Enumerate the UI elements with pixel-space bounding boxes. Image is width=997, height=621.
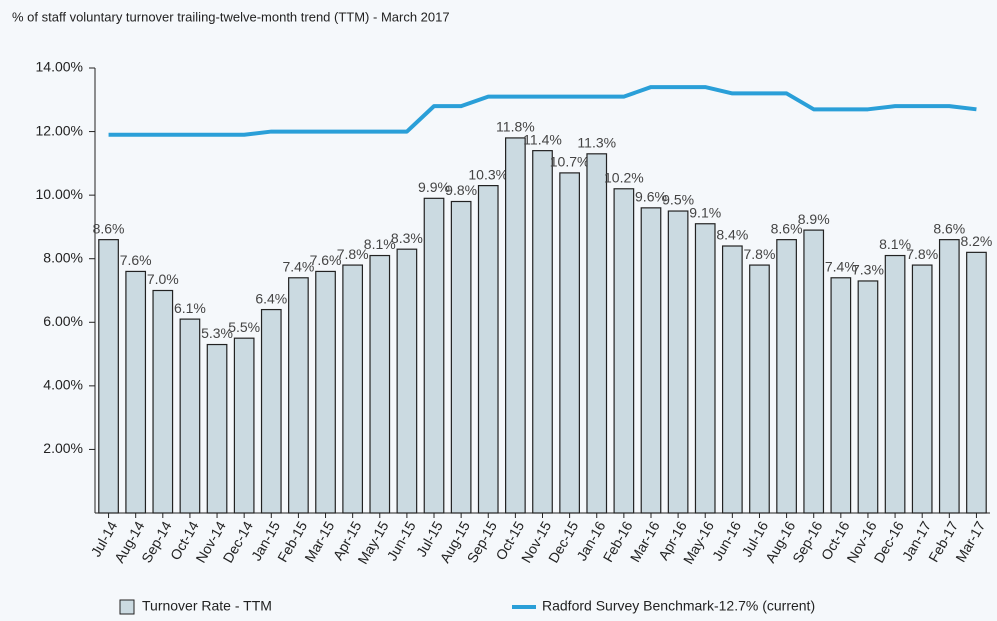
value-label: 7.6% xyxy=(310,252,342,268)
bar xyxy=(966,251,987,514)
bar xyxy=(586,153,608,514)
y-tick-label: 10.00% xyxy=(36,186,83,202)
value-label: 8.6% xyxy=(771,220,803,236)
legend-label: Turnover Rate - TTM xyxy=(142,598,272,614)
value-label: 9.8% xyxy=(445,182,477,198)
bar xyxy=(911,264,933,514)
y-tick-label: 4.00% xyxy=(43,377,83,393)
value-label: 9.1% xyxy=(689,204,721,220)
value-label: 11.4% xyxy=(523,131,562,147)
value-label: 9.6% xyxy=(635,189,667,205)
benchmark-line xyxy=(108,85,977,137)
bar xyxy=(857,280,879,514)
value-label: 8.2% xyxy=(960,233,992,249)
y-tick-label: 14.00% xyxy=(36,59,83,75)
bar xyxy=(532,150,553,514)
y-tick-label: 8.00% xyxy=(43,249,83,265)
y-tick-label: 6.00% xyxy=(43,313,83,329)
chart-title: % of staff voluntary turnover trailing-t… xyxy=(12,9,450,24)
y-tick-label: 12.00% xyxy=(36,122,83,138)
value-label: 10.3% xyxy=(468,166,508,182)
value-label: 11.3% xyxy=(577,135,616,151)
bar xyxy=(450,200,472,514)
bar xyxy=(342,264,364,514)
value-label: 7.6% xyxy=(120,252,152,268)
legend-label: Radford Survey Benchmark-12.7% (current) xyxy=(542,598,815,614)
bar xyxy=(776,239,797,514)
value-label: 8.1% xyxy=(364,236,396,252)
value-label: 11.8% xyxy=(496,119,535,135)
value-label: 10.2% xyxy=(604,169,644,185)
bar xyxy=(98,239,119,514)
value-label: 7.8% xyxy=(906,246,938,262)
value-label: 6.1% xyxy=(174,300,206,316)
value-label: 7.8% xyxy=(744,246,776,262)
bar xyxy=(938,239,960,514)
value-label: 7.8% xyxy=(337,246,369,262)
bar xyxy=(179,318,201,514)
bar xyxy=(315,270,336,514)
bar xyxy=(125,270,147,514)
value-label: 7.4% xyxy=(825,258,857,274)
bar xyxy=(640,207,662,514)
value-label: 5.5% xyxy=(228,319,260,335)
value-label: 9.9% xyxy=(418,179,450,195)
value-label: 8.6% xyxy=(933,220,965,236)
value-label: 9.5% xyxy=(662,192,694,208)
value-label: 8.4% xyxy=(716,227,748,243)
y-tick-label: 2.00% xyxy=(43,440,83,456)
bar xyxy=(396,248,418,514)
bar xyxy=(721,245,743,514)
bar xyxy=(423,197,445,514)
value-label: 7.4% xyxy=(282,258,314,274)
bar xyxy=(369,254,391,514)
bar xyxy=(803,229,825,514)
bar xyxy=(694,223,716,514)
bar xyxy=(884,254,906,514)
bar xyxy=(477,185,499,514)
value-label: 7.0% xyxy=(147,271,179,287)
value-label: 8.3% xyxy=(391,230,423,246)
legend-swatch xyxy=(119,599,135,615)
bar xyxy=(613,188,635,514)
bar xyxy=(667,210,689,514)
value-label: 5.3% xyxy=(201,325,233,341)
value-label: 8.1% xyxy=(879,236,911,252)
value-label: 8.6% xyxy=(93,220,125,236)
bar xyxy=(206,343,228,514)
bar xyxy=(749,264,770,514)
bar xyxy=(505,137,526,514)
bar xyxy=(260,308,282,514)
value-label: 10.7% xyxy=(550,154,590,170)
bar xyxy=(152,289,174,514)
bar xyxy=(288,277,309,514)
value-label: 7.3% xyxy=(852,262,884,278)
bar xyxy=(559,172,580,514)
bar xyxy=(830,277,852,514)
value-label: 6.4% xyxy=(255,290,287,306)
value-label: 8.9% xyxy=(798,211,830,227)
bar xyxy=(233,337,255,514)
